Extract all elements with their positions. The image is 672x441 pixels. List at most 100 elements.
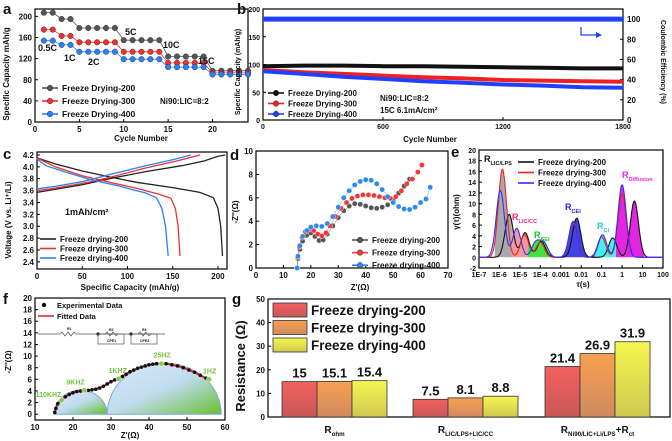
data-point bbox=[105, 382, 109, 386]
charge-curve bbox=[36, 154, 226, 194]
x-tick-label: 50 bbox=[389, 271, 398, 280]
bar bbox=[316, 380, 353, 418]
data-point bbox=[67, 41, 74, 48]
data-point bbox=[85, 48, 92, 55]
legend-marker bbox=[356, 249, 364, 256]
data-point bbox=[156, 56, 163, 63]
arrowhead-icon bbox=[596, 32, 602, 38]
bar bbox=[281, 381, 318, 418]
y-tick-label: 50 bbox=[252, 90, 260, 97]
label-part: R bbox=[565, 202, 572, 212]
data-point bbox=[373, 205, 380, 212]
y2-tick-label: 80 bbox=[627, 35, 636, 44]
y-tick-label: 100 bbox=[248, 63, 260, 70]
y-tick-label: 0 bbox=[28, 118, 33, 127]
x-tick-label: 200 bbox=[211, 272, 225, 281]
y-tick-label: 8 bbox=[472, 212, 476, 219]
data-point bbox=[71, 390, 75, 395]
legend-item: Freeze Drying-200 bbox=[42, 83, 135, 93]
label-part: R bbox=[484, 154, 491, 164]
x-tick-label: 1E-6 bbox=[492, 272, 507, 279]
data-point bbox=[346, 187, 353, 194]
data-point bbox=[379, 186, 385, 193]
resistor bbox=[137, 331, 152, 337]
x-tick-label: 0 bbox=[254, 271, 259, 280]
data-point bbox=[297, 242, 303, 249]
y-tick-label: 2.4 bbox=[23, 258, 35, 267]
data-point bbox=[351, 200, 358, 207]
data-point bbox=[404, 180, 410, 187]
data-point bbox=[67, 32, 74, 39]
data-point bbox=[371, 192, 377, 199]
x-tick-label: 0.1 bbox=[597, 272, 607, 279]
y-axis-label: -Z''(Ω) bbox=[231, 200, 240, 223]
y-tick-label: 12 bbox=[23, 340, 32, 349]
legend-label: Freeze Drying-400 bbox=[62, 109, 135, 119]
x-tick-label: 60 bbox=[416, 271, 425, 280]
legend-item: Freeze drying-300 bbox=[352, 249, 441, 258]
legend-swatch bbox=[272, 302, 308, 318]
data-point bbox=[191, 53, 198, 60]
panel-d: 0 10 20 30 40 50 60 70 0 2 4 6 8 10 Z'(Ω) -Z''(Ω) Freeze… bbox=[231, 147, 453, 292]
x-tick-label: 0 bbox=[33, 125, 38, 134]
data-point bbox=[76, 39, 83, 46]
region-label: RLIC/CC bbox=[512, 212, 537, 225]
legend-label: Freeze Drying-400 bbox=[288, 110, 357, 119]
data-point bbox=[294, 265, 300, 271]
y-tick-label: 2.8 bbox=[23, 234, 35, 243]
plot-frame bbox=[34, 8, 249, 123]
y-tick-label: 120 bbox=[19, 55, 33, 64]
data-point bbox=[362, 203, 369, 209]
x-tick-label: 40 bbox=[145, 423, 154, 432]
resistor-r1 bbox=[59, 331, 77, 337]
data-point bbox=[324, 220, 331, 227]
data-point bbox=[227, 71, 234, 78]
data-point bbox=[135, 366, 140, 371]
legend-label: Freeze drying-200 bbox=[538, 158, 607, 167]
areal-loading-annotation: 1mAh/cm² bbox=[65, 207, 109, 217]
x-axis-label: Z'(Ω) bbox=[121, 431, 140, 440]
label-part: R bbox=[622, 170, 629, 180]
panel-label: e bbox=[451, 144, 459, 161]
y-tick-label: 3.4 bbox=[23, 198, 35, 207]
data-point bbox=[54, 406, 58, 411]
data-point bbox=[138, 37, 145, 44]
panel-label: c bbox=[3, 146, 11, 163]
y-tick-label: 80 bbox=[23, 76, 32, 85]
x-axis-label: τ(s) bbox=[576, 280, 590, 289]
y-tick-label: 10 bbox=[468, 202, 476, 209]
data-point bbox=[143, 364, 147, 368]
x-tick-label: 600 bbox=[377, 124, 389, 131]
x-tick-label: 40 bbox=[361, 271, 370, 280]
label-part: R bbox=[512, 212, 519, 222]
y-tick-label: 16 bbox=[23, 317, 32, 326]
data-point bbox=[94, 25, 101, 32]
data-point bbox=[398, 187, 405, 194]
x-tick-label: 0.01 bbox=[574, 272, 588, 279]
data-point bbox=[120, 48, 127, 55]
y-tick-label: 2 bbox=[249, 241, 254, 250]
region-label: RLIC/LPS bbox=[484, 154, 512, 167]
data-point bbox=[373, 180, 380, 187]
data-point bbox=[200, 53, 207, 60]
y-tick-label: 20 bbox=[256, 366, 265, 375]
x-tick-label: 20 bbox=[208, 125, 217, 134]
charge-curve bbox=[36, 154, 191, 190]
legend-item: Freeze drying-400 bbox=[352, 261, 441, 270]
label-part: +R bbox=[616, 425, 630, 436]
x-tick-label: 10 bbox=[279, 271, 288, 280]
data-point bbox=[147, 363, 151, 367]
y-axis-label: γ(τ)(ohm) bbox=[452, 194, 461, 230]
x-tick-label: 0.001 bbox=[552, 272, 570, 279]
data-point bbox=[86, 388, 90, 393]
arrow-right-icon bbox=[580, 27, 600, 36]
legend-marker bbox=[46, 97, 54, 105]
legend-label: Freeze drying-300 bbox=[372, 249, 441, 258]
data-point bbox=[209, 71, 216, 78]
data-point bbox=[423, 196, 429, 202]
label-part: R bbox=[438, 425, 446, 436]
data-point bbox=[75, 389, 79, 394]
y-tick-label: 4 bbox=[28, 387, 33, 396]
rate-label: 15C bbox=[198, 56, 215, 66]
